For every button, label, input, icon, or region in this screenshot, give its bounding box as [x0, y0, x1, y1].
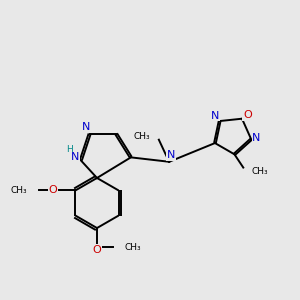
Text: N: N — [211, 111, 219, 121]
Text: O: O — [49, 185, 58, 196]
Text: N: N — [252, 133, 261, 143]
Text: O: O — [243, 110, 252, 120]
Text: O: O — [93, 244, 101, 254]
Text: N: N — [71, 152, 80, 162]
Text: N: N — [167, 150, 176, 160]
Text: N: N — [82, 122, 90, 132]
Text: CH₃: CH₃ — [251, 167, 268, 176]
Text: CH₃: CH₃ — [124, 243, 141, 252]
Text: CH₃: CH₃ — [134, 132, 150, 141]
Text: CH₃: CH₃ — [11, 186, 27, 195]
Text: H: H — [66, 146, 73, 154]
